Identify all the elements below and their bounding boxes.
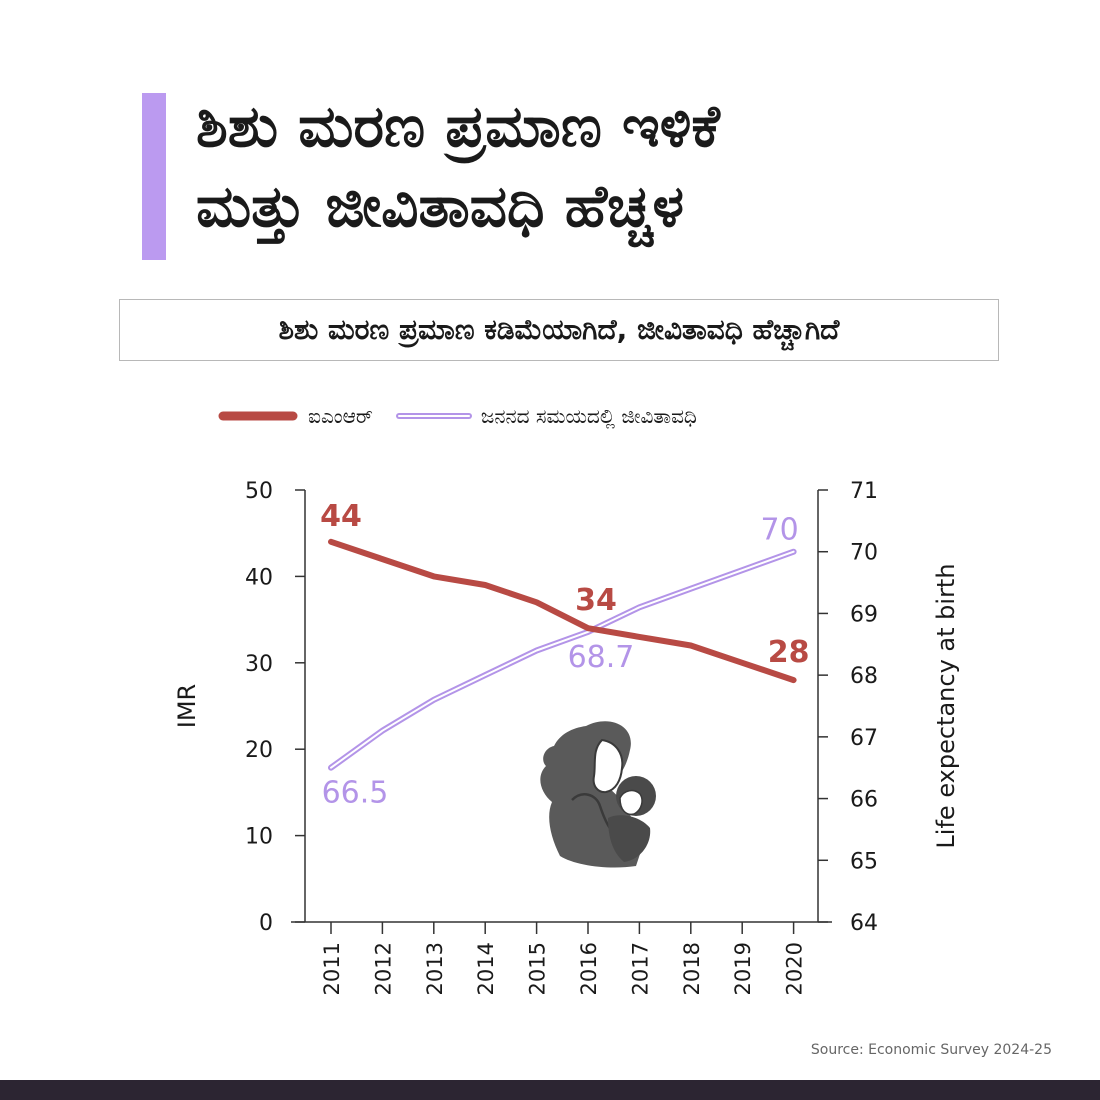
life-expectancy-data-label: 66.5: [322, 776, 389, 811]
legend-label-imr: ಐಎಂಆರ್: [308, 404, 373, 428]
x-tick-label: 2012: [371, 942, 395, 995]
x-tick-label: 2016: [577, 942, 601, 995]
x-tick-label: 2014: [474, 942, 498, 995]
life-expectancy-line-inner: [330, 550, 795, 769]
imr-line: [328, 538, 797, 684]
imr-data-label: 28: [768, 635, 810, 670]
title-accent-bar: [142, 93, 166, 260]
right-y-tick-label: 67: [850, 726, 878, 751]
left-y-axis-title: IMR: [173, 684, 201, 728]
right-y-tick-label: 68: [850, 664, 878, 689]
baby-body: [608, 815, 651, 862]
left-y-tick-label: 50: [245, 479, 273, 504]
legend-item-imr: ಐಎಂಆರ್: [216, 404, 373, 428]
source-note: Source: Economic Survey 2024-25: [810, 1042, 1052, 1058]
right-y-axis-title: Life expectancy at birth: [932, 563, 960, 848]
left-y-tick-label: 40: [245, 565, 273, 590]
title-line-1: ಶಿಶು ಮರಣ ಪ್ರಮಾಣ ಇಳಿಕೆ: [196, 92, 720, 160]
legend-swatch-imr: [218, 411, 298, 421]
x-tick-label: 2017: [628, 942, 652, 995]
left-y-tick-label: 20: [245, 738, 273, 763]
subtitle-box: ಶಿಶು ಮರಣ ಪ್ರಮಾಣ ಕಡಿಮೆಯಾಗಿದೆ, ಜೀವಿತಾವಧಿ ಹ…: [119, 299, 999, 361]
right-y-tick-label: 66: [850, 788, 878, 813]
imr-data-label: 34: [575, 583, 617, 618]
page-title: ಶಿಶು ಮರಣ ಪ್ರಮಾಣ ಇಳಿಕೆ ಮತ್ತು ಜೀವಿತಾವಧಿ ಹೆ…: [196, 86, 1056, 246]
life-expectancy-data-label: 70: [761, 513, 799, 548]
x-tick-label: 2018: [680, 942, 704, 995]
mother-face: [592, 738, 624, 794]
right-y-tick-label: 70: [850, 541, 878, 566]
left-y-tick-label: 30: [245, 652, 273, 677]
subtitle: ಶಿಶು ಮರಣ ಪ್ರಮಾಣ ಕಡಿಮೆಯಾಗಿದೆ, ಜೀವಿತಾವಧಿ ಹ…: [278, 313, 840, 346]
chart-legend: ಐಎಂಆರ್ ಜನನದ ಸಮಯದಲ್ಲಿ ಜೀವಿತಾವಧಿ: [216, 398, 719, 434]
left-y-tick-label: 10: [245, 825, 273, 850]
right-y-tick-label: 64: [850, 911, 878, 936]
life-expectancy-data-label: 68.7: [568, 640, 635, 675]
left-y-tick-label: 0: [259, 911, 273, 936]
x-tick-label: 2011: [320, 942, 344, 995]
legend-label-life-expectancy: ಜನನದ ಸಮಯದಲ್ಲಿ ಜೀವಿತಾವಧಿ: [480, 404, 697, 428]
legend-item-life-expectancy: ಜನನದ ಸಮಯದಲ್ಲಿ ಜೀವಿತಾವಧಿ: [395, 404, 697, 428]
x-tick-label: 2020: [783, 942, 807, 995]
mother-baby-icon: [540, 721, 656, 868]
right-y-tick-label: 71: [850, 479, 878, 504]
footer-band: [0, 1080, 1100, 1100]
x-tick-label: 2013: [423, 942, 447, 995]
x-tick-label: 2019: [731, 942, 755, 995]
baby-face: [619, 789, 643, 816]
legend-swatch-life-expectancy: [395, 413, 472, 419]
right-y-tick-label: 65: [850, 849, 878, 874]
right-y-tick-label: 69: [850, 602, 878, 627]
x-tick-label: 2015: [526, 942, 550, 995]
imr-data-label: 44: [320, 499, 362, 534]
title-line-2: ಮತ್ತು ಜೀವಿತಾವಧಿ ಹೆಚ್ಚಳ: [196, 172, 685, 240]
